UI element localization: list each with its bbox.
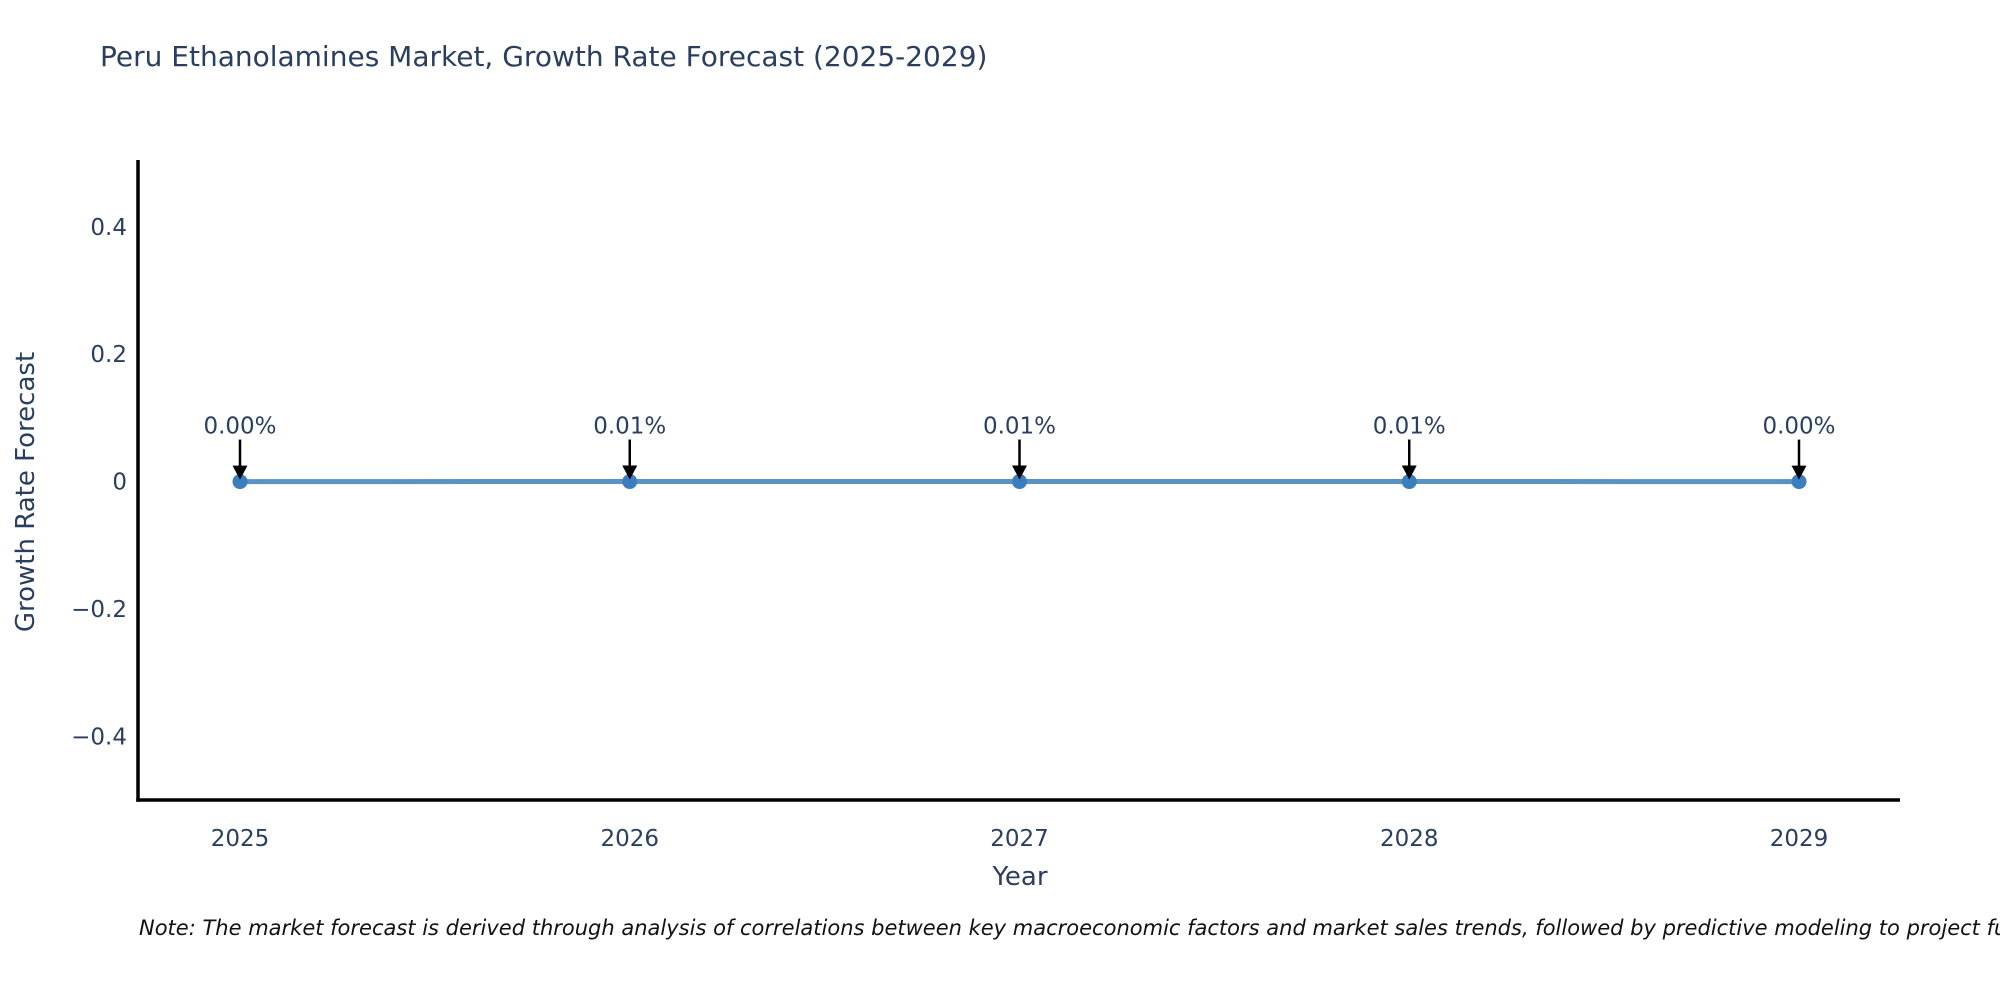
chart-title: Peru Ethanolamines Market, Growth Rate F… [100,40,988,73]
point-label: 0.01% [1373,414,1446,440]
data-point-2025[interactable] [232,474,248,490]
y-tick-label: 0.2 [90,342,127,368]
point-label: 0.01% [593,414,666,440]
x-tick-label: 2027 [990,826,1049,852]
annotation-arrow-head [1012,465,1027,480]
data-point-2027[interactable] [1012,474,1027,490]
x-axis-title: Year [992,862,1048,892]
point-label: 0.01% [983,414,1056,440]
y-tick-label: 0.4 [90,215,127,241]
x-tick-label: 2029 [1770,826,1829,852]
annotation-arrow-head [1791,465,1807,480]
annotation-arrow-head [622,465,638,480]
annotation-arrow-head [232,465,248,480]
point-label: 0.00% [203,414,276,440]
x-tick-label: 2028 [1380,826,1439,852]
x-tick-label: 2026 [600,826,659,852]
footnote: Note: The market forecast is derived thr… [139,916,2000,940]
y-tick-label: −0.2 [71,597,127,623]
point-label: 0.00% [1762,414,1835,440]
y-tick-label: −0.4 [71,724,127,750]
data-point-2028[interactable] [1401,474,1417,490]
annotation-arrow-head [1401,465,1417,480]
y-tick-label: 0 [112,470,127,496]
data-point-2029[interactable] [1791,474,1807,490]
x-tick-label: 2025 [211,826,270,852]
data-point-2026[interactable] [622,474,638,490]
